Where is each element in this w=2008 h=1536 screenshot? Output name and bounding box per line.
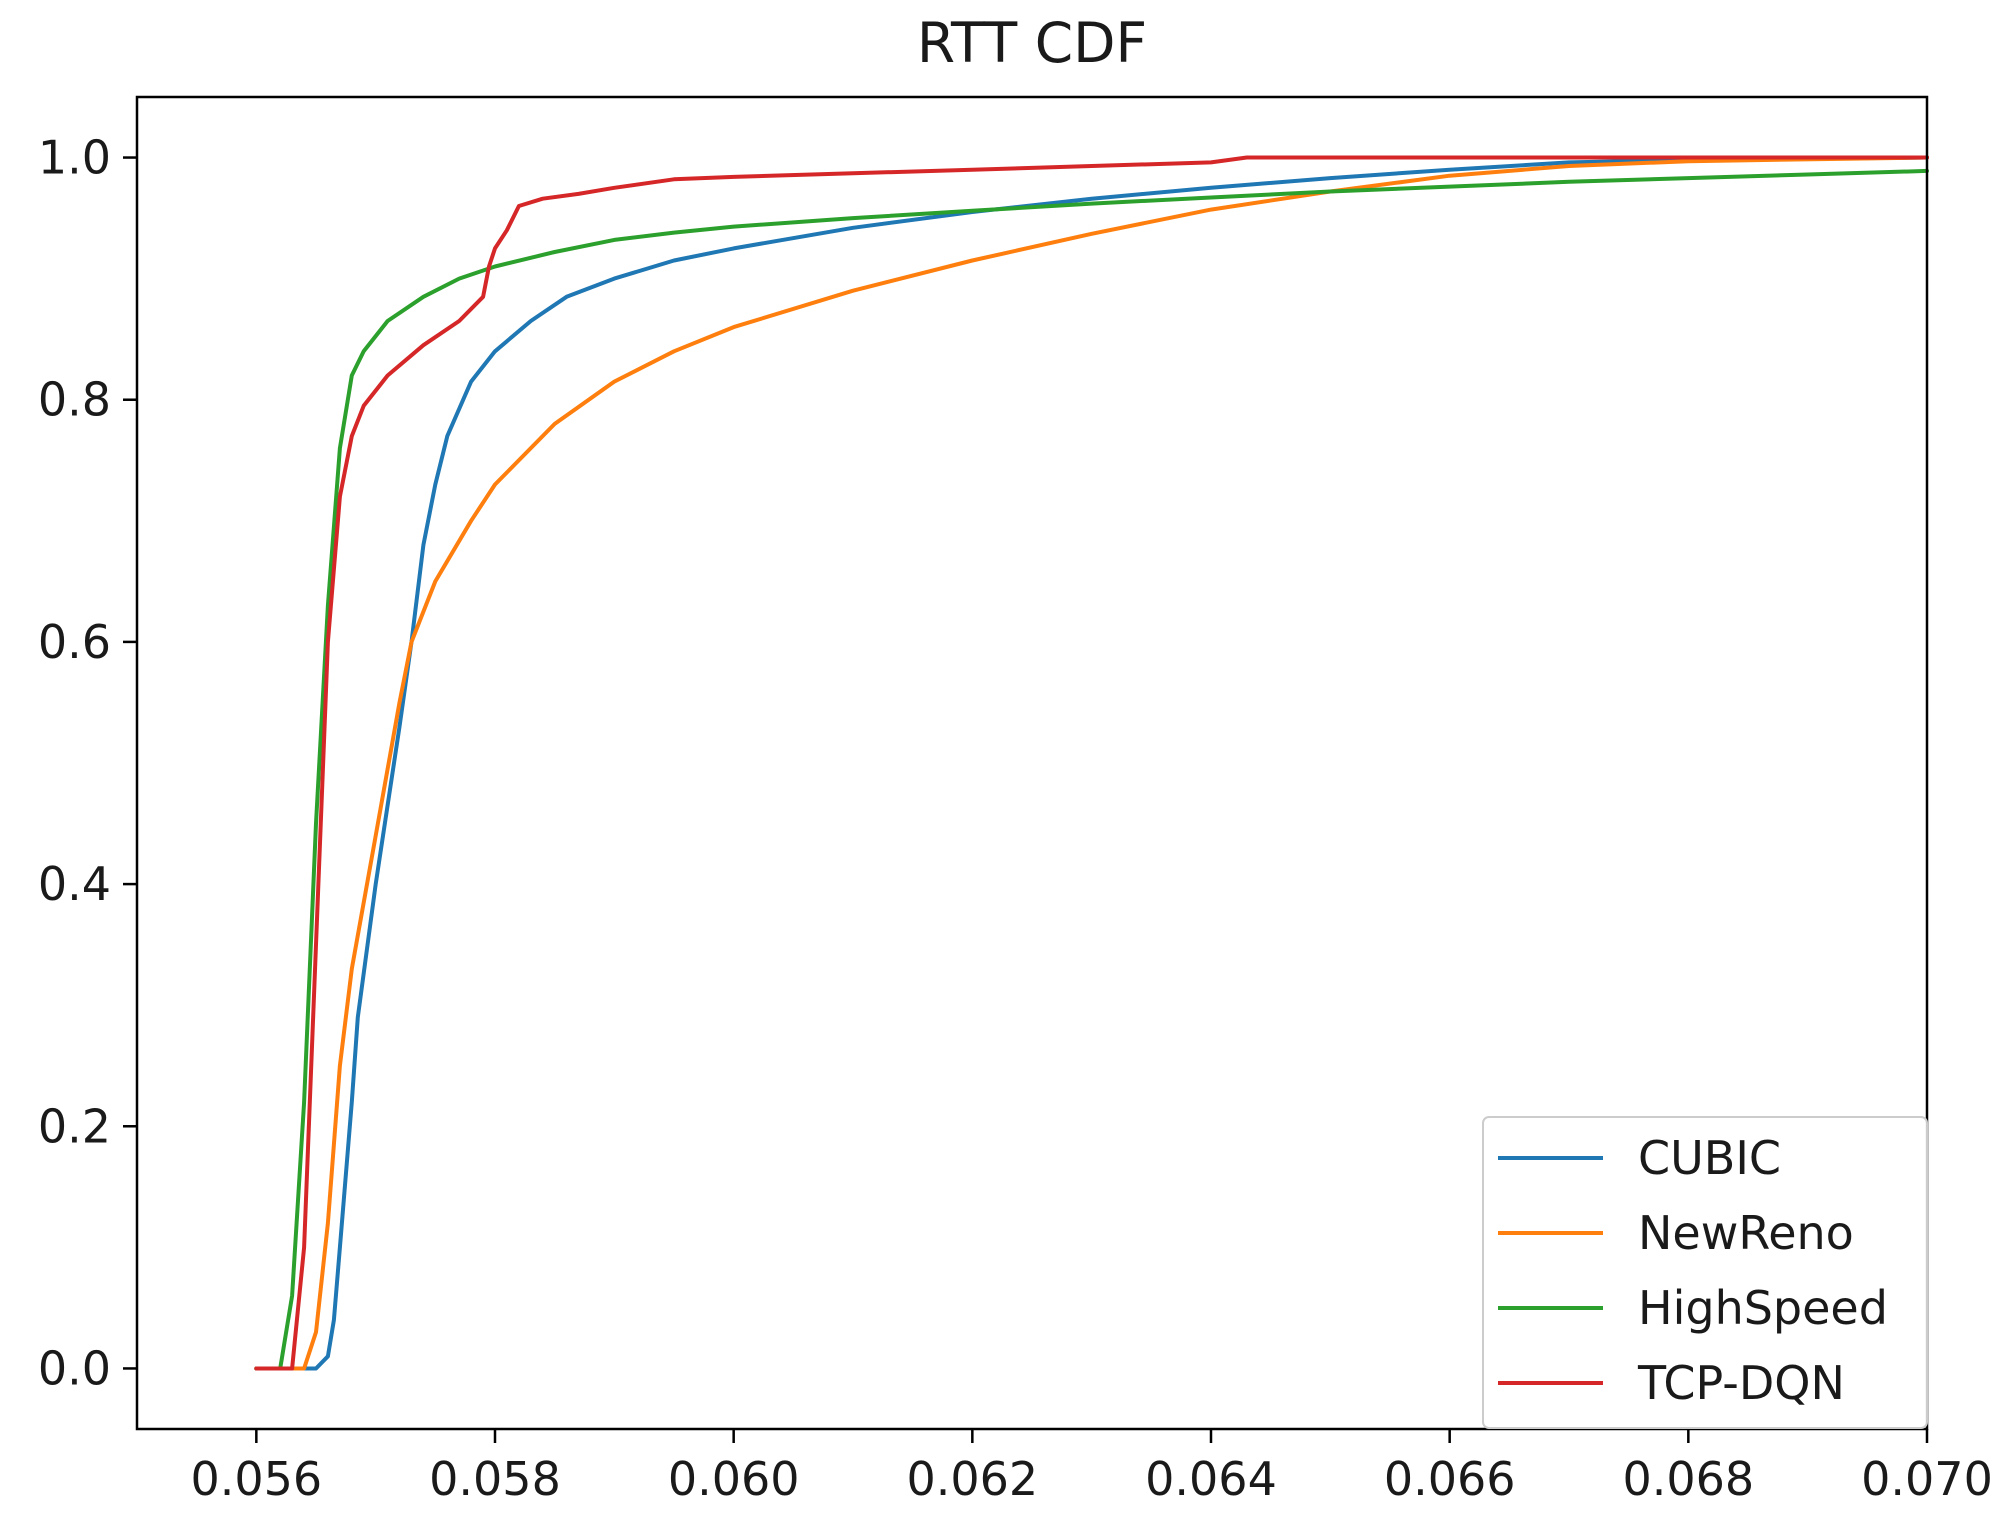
- legend-label-newreno: NewReno: [1638, 1206, 1854, 1260]
- series-line-highspeed: [254, 168, 1929, 1371]
- x-tick-label: 0.064: [1145, 1452, 1277, 1506]
- series-layer: [254, 155, 1929, 1371]
- legend-label-cubic: CUBIC: [1638, 1131, 1781, 1185]
- plot-frame: [135, 95, 1929, 1431]
- chart-title: RTT CDF: [917, 11, 1147, 75]
- y-tick-label: 0.2: [38, 1099, 111, 1153]
- y-tick-label: 0.6: [38, 615, 111, 669]
- legend-label-highspeed: HighSpeed: [1638, 1281, 1888, 1335]
- x-tick-label: 0.062: [906, 1452, 1038, 1506]
- x-tick-label: 0.058: [429, 1452, 561, 1506]
- y-tick-label: 0.4: [38, 857, 111, 911]
- x-tick-label: 0.056: [190, 1452, 322, 1506]
- x-tick-label: 0.060: [668, 1452, 800, 1506]
- y-tick-label: 0.8: [38, 373, 111, 427]
- x-tick-label: 0.066: [1384, 1452, 1516, 1506]
- series-line-tcp-dqn: [254, 155, 1929, 1371]
- y-axis: 0.0 0.2 0.4 0.6 0.8 1.0: [38, 131, 137, 1395]
- x-axis: 0.056 0.058 0.060 0.062 0.064 0.066 0.068 0.070: [190, 1429, 1993, 1506]
- legend: CUBIC NewReno HighSpeed TCP-DQN: [1482, 1116, 1928, 1429]
- y-tick-label: 0.0: [38, 1341, 111, 1395]
- legend-box: [1482, 1116, 1928, 1429]
- x-tick-label: 0.070: [1861, 1452, 1993, 1506]
- y-tick-label: 1.0: [38, 131, 111, 185]
- series-line-cubic: [254, 155, 1929, 1371]
- x-tick-label: 0.068: [1622, 1452, 1754, 1506]
- legend-label-tcp-dqn: TCP-DQN: [1637, 1356, 1845, 1410]
